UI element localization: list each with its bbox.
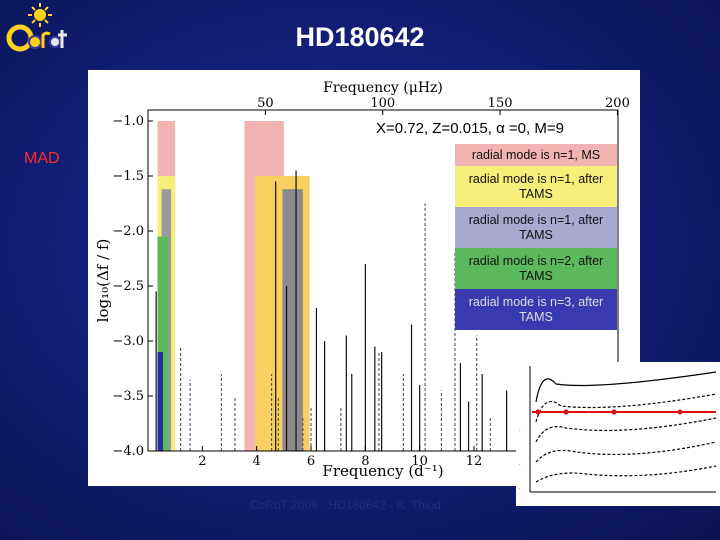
mode-band — [282, 189, 303, 451]
model-parameters: X=0.72, Z=0.015, α =0, M=9 — [376, 120, 564, 137]
corot-wordmark — [6, 24, 67, 52]
mode-band — [157, 236, 169, 451]
sun-icon — [28, 3, 52, 27]
legend-item: radial mode is n=2, after TAMS — [455, 248, 617, 289]
x-tick-label: 12 — [466, 454, 483, 469]
legend-item: radial mode is n=1, after TAMS — [455, 166, 617, 207]
legend-item: radial mode is n=3, after TAMS — [455, 289, 617, 330]
x-axis-label: Frequency (d⁻¹) — [322, 462, 443, 480]
x2-tick-label: 200 — [605, 96, 630, 111]
inset-plot: · · · — [516, 362, 720, 506]
x-tick-label: 4 — [253, 454, 261, 469]
y-tick-label: −2.5 — [112, 279, 144, 294]
svg-text:·: · — [519, 486, 521, 492]
mode-band — [157, 352, 163, 451]
legend-item: radial mode is n=1, MS — [455, 144, 617, 166]
x2-tick-label: 100 — [370, 96, 395, 111]
y-tick-label: −3.5 — [112, 389, 144, 404]
x2-axis-label: Frequency (μHz) — [323, 80, 443, 96]
y-axis-label: log₁₀(Δf / f) — [94, 239, 112, 323]
legend-item: radial mode is n=1, after TAMS — [455, 207, 617, 248]
slide-title: HD180642 — [295, 22, 425, 52]
svg-text:·: · — [519, 462, 521, 468]
corot-logo — [4, 2, 74, 56]
x-tick-label: 8 — [361, 454, 369, 469]
x2-tick-label: 150 — [488, 96, 513, 111]
mad-label: MAD — [24, 150, 60, 167]
y-tick-label: −1.0 — [112, 114, 144, 129]
y-tick-label: −2.0 — [112, 224, 144, 239]
y-tick-label: −1.5 — [112, 169, 144, 184]
y-tick-label: −4.0 — [112, 444, 144, 459]
chart-plot: 246810121450100150200−1.0−1.5−2.0−2.5−3.… — [94, 80, 630, 480]
x-tick-label: 2 — [198, 454, 206, 469]
svg-text:·: · — [519, 428, 521, 434]
inset-svg: · · · — [516, 362, 720, 506]
x-tick-label: 10 — [411, 454, 428, 469]
x-tick-label: 6 — [307, 454, 315, 469]
footer-note: CoRoT 2009 - HD180642 - K. Thiod — [250, 498, 441, 512]
x2-tick-label: 50 — [257, 96, 274, 111]
y-tick-label: −3.0 — [112, 334, 144, 349]
